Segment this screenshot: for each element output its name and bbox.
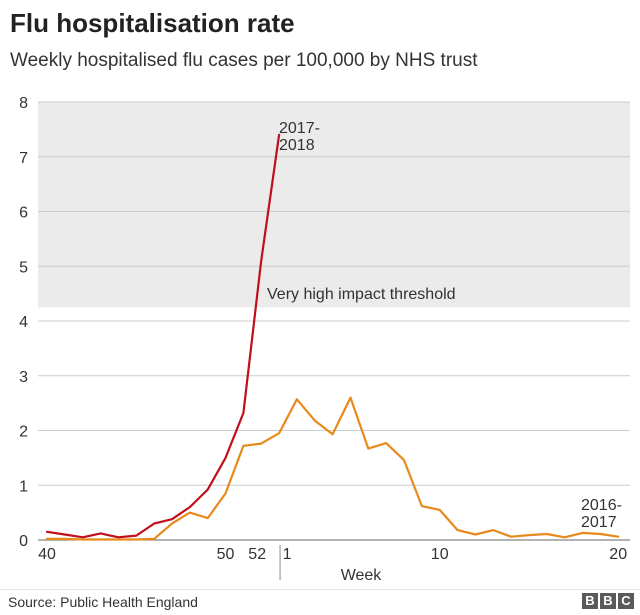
y-tick-label-1: 1 xyxy=(19,478,28,495)
logo-block-b2: B xyxy=(600,593,616,609)
y-tick-label-8: 8 xyxy=(19,95,28,112)
logo-block-b1: B xyxy=(582,593,598,609)
source-note: Source: Public Health England xyxy=(8,594,198,610)
series-label-2017-2018: 2017-2018 xyxy=(279,120,320,154)
series-line-2017-2018 xyxy=(45,133,281,539)
threshold-label: Very high impact threshold xyxy=(267,286,456,303)
x-tick-label-40: 40 xyxy=(38,546,56,563)
logo-block-c: C xyxy=(618,593,634,609)
series-line-2016-2017 xyxy=(45,396,620,541)
series-label-line: 2018 xyxy=(279,137,315,154)
y-tick-label-7: 7 xyxy=(19,150,28,167)
y-tick-label-6: 6 xyxy=(19,205,28,222)
x-tick-label-1: 1 xyxy=(283,546,292,563)
y-tick-label-4: 4 xyxy=(19,314,28,331)
series-label-2016-2017: 2016-2017 xyxy=(581,497,622,531)
y-tick-label-2: 2 xyxy=(19,424,28,441)
chart-title: Flu hospitalisation rate xyxy=(10,8,295,38)
footer-divider xyxy=(0,589,640,590)
x-axis-title: Week xyxy=(341,567,383,584)
chart-subtitle: Weekly hospitalised flu cases per 100,00… xyxy=(10,50,478,71)
series-label-line: 2016- xyxy=(581,497,622,514)
chart-area: 0 1 2 3 4 5 6 7 8 40 50 52 1 10 20 Week Very high impact… xyxy=(19,95,630,584)
footer: Source: Public Health England B B C xyxy=(0,589,640,615)
y-tick-label-5: 5 xyxy=(19,259,28,276)
y-tick-label-0: 0 xyxy=(19,533,28,550)
series-label-line: 2017 xyxy=(581,514,617,531)
series-label-line: 2017- xyxy=(279,120,320,137)
x-tick-label-20: 20 xyxy=(609,546,627,563)
x-tick-label-10: 10 xyxy=(431,546,449,563)
y-tick-label-3: 3 xyxy=(19,369,28,386)
x-tick-label-52: 52 xyxy=(248,546,266,563)
x-tick-label-50: 50 xyxy=(217,546,235,563)
bbc-logo: B B C xyxy=(582,593,634,609)
threshold-band xyxy=(38,102,630,308)
